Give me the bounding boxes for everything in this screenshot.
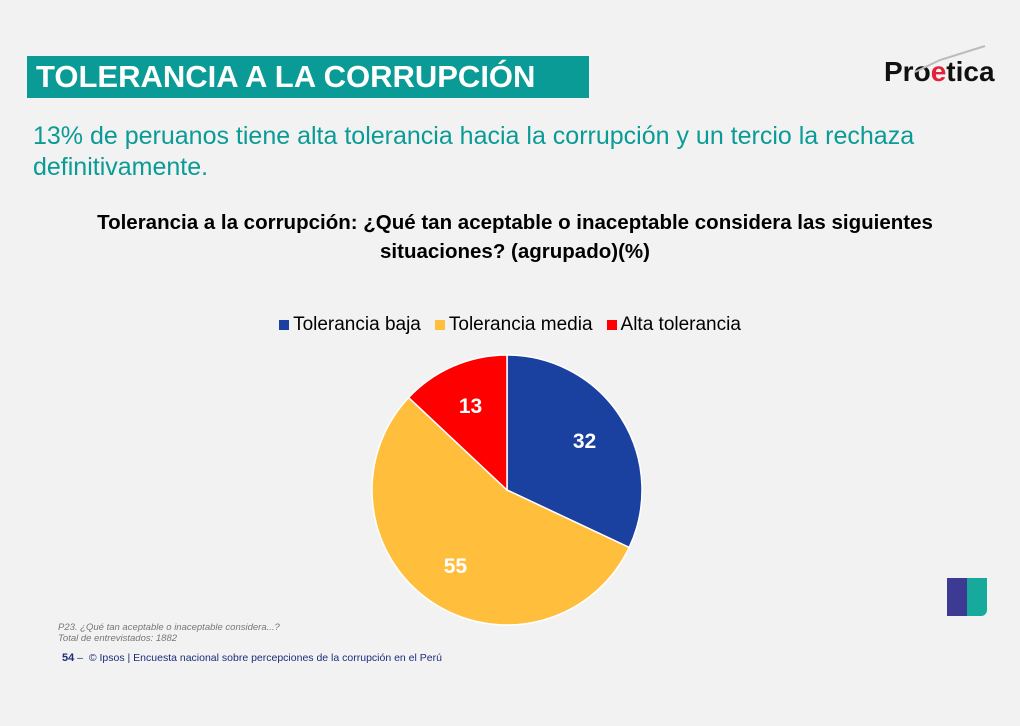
- data-label: 32: [573, 430, 596, 453]
- page-number: 54: [62, 652, 75, 664]
- data-label: 13: [459, 395, 482, 418]
- legend-swatch: [606, 320, 617, 330]
- pie-slice-tolerancia-baja: [506, 354, 643, 549]
- legend: Tolerancia baja Tolerancia media Alta tole…: [0, 314, 1020, 336]
- legend-item: Tolerancia baja: [279, 314, 421, 336]
- proetica-logo: Proetica: [884, 56, 995, 87]
- legend-item: Alta tolerancia: [606, 314, 741, 336]
- slide-title: TOLERANCIA A LA CORRUPCIÓN: [27, 56, 589, 98]
- legend-swatch: [279, 320, 290, 330]
- footer-dash: –: [77, 652, 84, 664]
- subtitle: 13% de peruanos tiene alta tolerancia ha…: [33, 122, 915, 181]
- footer: 54 – © Ipsos | Encuesta nacional sobre p…: [62, 652, 442, 664]
- footnote-question: P23. ¿Qué tan aceptable o inaceptable co…: [58, 622, 280, 633]
- footnote: P23. ¿Qué tan aceptable o inaceptable co…: [58, 622, 280, 644]
- legend-swatch: [434, 320, 445, 330]
- legend-label: Tolerancia baja: [293, 314, 421, 335]
- legend-item: Tolerancia media: [434, 314, 593, 336]
- pie-slice-alta-tolerancia: [407, 354, 508, 492]
- ipsos-logo: [947, 578, 987, 616]
- legend-label: Tolerancia media: [448, 314, 593, 335]
- footnote-total: Total de entrevistados: 1882: [58, 633, 178, 644]
- data-label: 55: [444, 555, 468, 578]
- chart-title: Tolerancia a la corrupción: ¿Qué tan ace…: [97, 211, 933, 263]
- legend-label: Alta tolerancia: [620, 314, 741, 335]
- footer-text: © Ipsos | Encuesta nacional sobre percep…: [88, 652, 442, 664]
- pie-slice-tolerancia-media: [371, 396, 631, 626]
